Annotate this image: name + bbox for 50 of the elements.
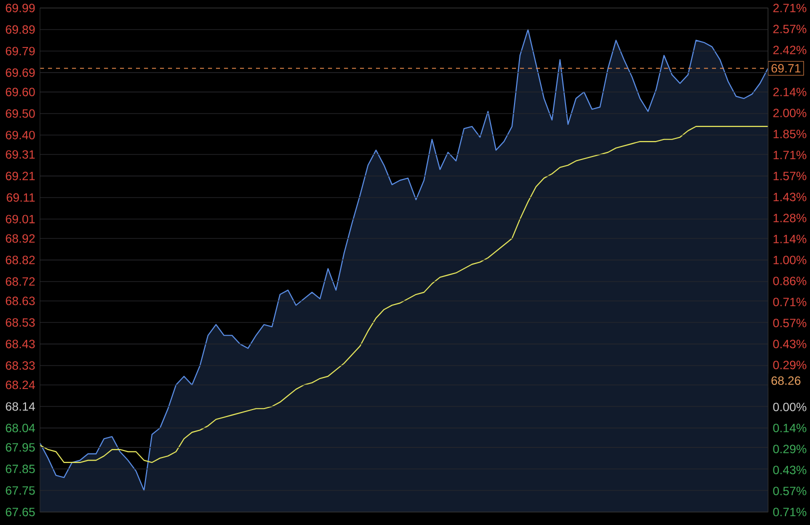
y2-tick-label: 0.14% xyxy=(773,424,806,432)
y2-tick-label: 2.14% xyxy=(773,88,806,96)
y-tick-label: 68.33 xyxy=(6,361,35,370)
y-tick-label: 69.79 xyxy=(6,46,35,56)
y2-tick-label: 2.57% xyxy=(773,24,806,34)
y2-tick-label: 0.29% xyxy=(773,444,806,454)
y2-tick-label: 2.42% xyxy=(773,46,806,54)
y2-tick-label: 0.43% xyxy=(773,466,806,474)
y2-tick-label: 0.86% xyxy=(773,276,806,286)
y2-tick-label: 0.57% xyxy=(773,486,806,496)
y2-tick-label: 2.00% xyxy=(773,108,806,118)
y-tick-label: 69.21 xyxy=(6,172,35,180)
y2-tick-label: 1.85% xyxy=(774,130,806,138)
y2-tick-label: 1.43% xyxy=(774,192,806,202)
y-tick-label: 68.14 xyxy=(6,402,35,411)
y2-tick-label: 0.57% xyxy=(773,318,806,328)
annotation: 68.26 xyxy=(772,376,800,385)
y-tick-label: 69.40 xyxy=(6,130,35,140)
y-tick-label: 69.99 xyxy=(6,4,35,12)
y-tick-label: 68.63 xyxy=(6,296,35,306)
y-tick-label: 68.53 xyxy=(6,318,35,327)
y-tick-label: 69.01 xyxy=(6,214,35,224)
y-tick-label: 68.72 xyxy=(6,277,35,286)
y2-tick-label: 2.71% xyxy=(773,4,806,12)
y-tick-label: 68.92 xyxy=(6,234,35,243)
y-tick-label: 68.82 xyxy=(6,256,35,264)
y-tick-label: 67.75 xyxy=(6,486,35,495)
y-tick-label: 68.04 xyxy=(6,424,35,432)
y-tick-label: 69.69 xyxy=(6,68,35,77)
y2-tick-label: 1.57% xyxy=(774,172,806,180)
y-tick-label: 67.95 xyxy=(6,443,35,452)
y2-tick-label: 0.71% xyxy=(773,298,806,306)
y-tick-label: 67.85 xyxy=(6,464,35,474)
y2-tick-label: 0.43% xyxy=(773,340,806,348)
y2-tick-label: 1.71% xyxy=(774,150,806,160)
y-tick-label: 68.43 xyxy=(6,340,35,348)
y-tick-label: 69.50 xyxy=(6,109,35,118)
y-tick-label: 68.24 xyxy=(6,380,35,390)
y2-tick-label: 0.71% xyxy=(773,508,806,516)
y2-tick-label: 1.14% xyxy=(774,234,806,244)
y-tick-label: 69.89 xyxy=(6,25,35,34)
ref-line-label: 69.71 xyxy=(772,64,800,73)
y-tick-label: 69.11 xyxy=(6,193,35,202)
y-tick-label: 69.60 xyxy=(6,88,35,96)
y2-tick-label: 1.00% xyxy=(774,256,806,264)
y2-tick-label: 0.00% xyxy=(773,402,806,412)
y-tick-label: 67.65 xyxy=(6,508,35,516)
y2-tick-label: 1.28% xyxy=(774,214,806,222)
y2-tick-label: 0.29% xyxy=(773,360,806,370)
y-tick-label: 69.31 xyxy=(6,150,35,159)
